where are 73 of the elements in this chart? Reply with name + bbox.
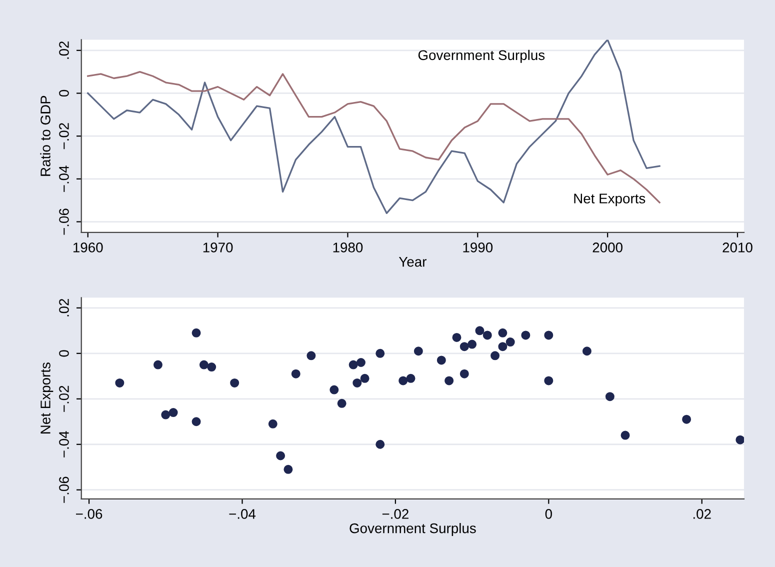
point [682, 414, 692, 424]
x-tick-label: −.02 [382, 509, 408, 519]
point [521, 330, 530, 340]
y-tick-label: 0 [59, 350, 69, 357]
y-tick-label: .02 [59, 41, 69, 59]
point [360, 374, 370, 383]
point [460, 342, 469, 352]
point [498, 342, 508, 352]
point [498, 328, 508, 338]
point [291, 369, 300, 378]
point [161, 410, 170, 420]
x-tick-label: 2010 [722, 242, 752, 252]
point [452, 332, 462, 342]
y-tick-label: −.06 [59, 476, 69, 503]
y-tick-label: −.04 [59, 431, 69, 458]
point [460, 369, 469, 378]
point [398, 376, 408, 386]
point [192, 417, 201, 426]
x-tick-label: 0 [545, 509, 552, 519]
y-tick-label: −.02 [59, 386, 69, 412]
x-axis-title: Government Surplus [350, 523, 476, 536]
point [605, 392, 614, 402]
x-tick-label: .02 [693, 509, 711, 519]
y-tick-label: .02 [59, 298, 69, 316]
text: Government Surplus [418, 50, 545, 63]
point [620, 430, 630, 440]
y-tick-label: −.06 [59, 208, 69, 235]
line-series [87, 40, 660, 214]
point [352, 378, 362, 388]
point [230, 378, 240, 388]
point [356, 358, 366, 367]
point [544, 330, 554, 340]
point [582, 346, 592, 356]
point [436, 356, 446, 365]
point [337, 398, 346, 408]
point [330, 385, 339, 394]
y-tick-label: −.04 [59, 166, 69, 192]
series-label: Net Exports [574, 194, 646, 206]
x-tick-label: −.04 [229, 509, 256, 519]
x-tick-label: 1970 [203, 242, 233, 252]
point [192, 328, 201, 338]
x-axis-title: Year [398, 257, 426, 267]
point [284, 464, 293, 474]
point [168, 408, 178, 418]
point [444, 376, 454, 386]
x-tick-label: 1990 [463, 242, 493, 252]
y-tick-label: 0 [59, 90, 69, 97]
x-tick-label: 1960 [73, 242, 103, 252]
point [490, 351, 500, 360]
y-axis-title: Ratio to GDP [40, 96, 50, 176]
point [406, 374, 416, 383]
point [414, 346, 423, 356]
x-tick-label: 1980 [333, 242, 363, 252]
point [482, 330, 492, 340]
point [468, 340, 477, 349]
x-tick-label: −.06 [76, 509, 102, 519]
point [306, 351, 316, 360]
y-axis-title: Net Exports [40, 362, 54, 434]
point [376, 348, 385, 358]
point [376, 440, 385, 449]
y-tick-label: −.02 [59, 123, 69, 150]
point [736, 435, 744, 444]
point [153, 360, 162, 370]
point [115, 378, 124, 388]
point [348, 360, 358, 370]
point [544, 376, 554, 386]
point [207, 362, 216, 372]
point [276, 451, 286, 460]
point [268, 419, 278, 428]
point [199, 360, 208, 370]
x-tick-label: 2000 [592, 242, 622, 252]
point [506, 338, 515, 347]
point [475, 326, 484, 336]
